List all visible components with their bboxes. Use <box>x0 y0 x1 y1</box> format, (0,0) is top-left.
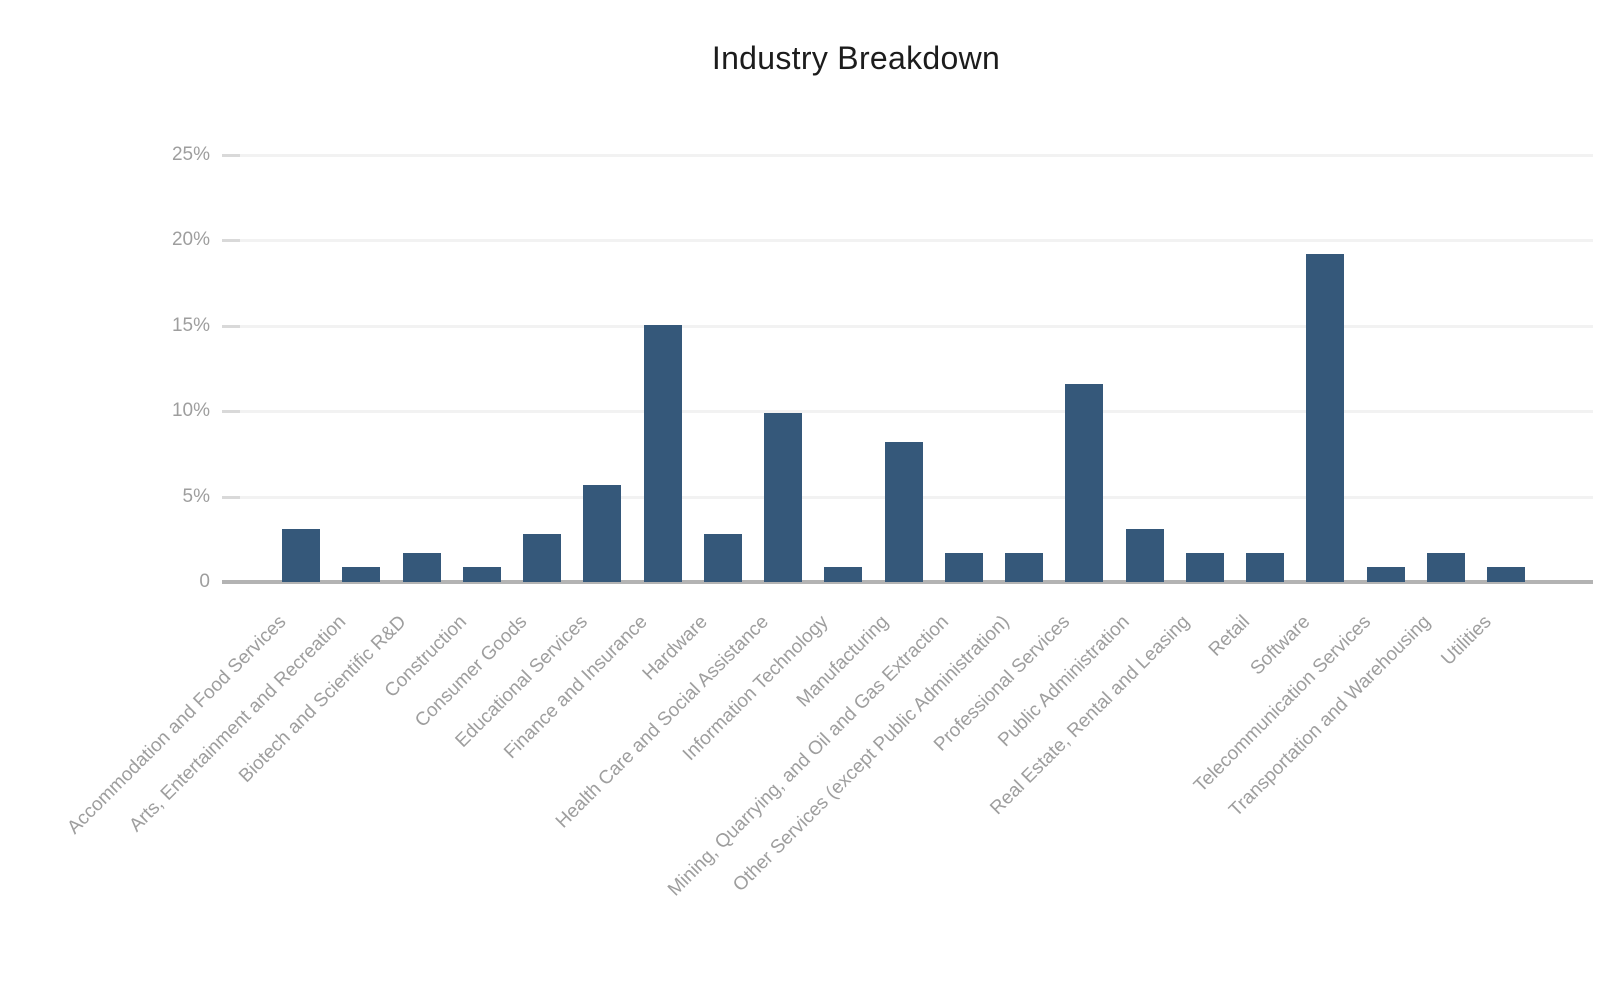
bar[interactable] <box>764 413 802 582</box>
bar[interactable] <box>1246 553 1284 582</box>
x-axis-label: Retail <box>1205 611 1255 661</box>
bar[interactable] <box>462 567 501 582</box>
bar[interactable] <box>583 485 622 582</box>
bar[interactable] <box>342 567 381 582</box>
bar[interactable] <box>1426 553 1465 582</box>
y-axis-tick-mark <box>222 239 240 242</box>
y-axis-tick-label: 25% <box>171 143 210 165</box>
y-axis-tick-label: 0 <box>199 571 210 592</box>
bar[interactable] <box>884 442 923 582</box>
y-axis-tick-label: 15% <box>171 314 210 336</box>
y-axis-tick-mark <box>222 324 240 328</box>
x-axis-label: Mining, Quarrying, and Oil and Gas Extra… <box>664 611 954 901</box>
gridline <box>222 153 1593 157</box>
bar[interactable] <box>1005 553 1043 582</box>
bar[interactable] <box>1306 254 1345 582</box>
x-axis-label: Accommodation and Food Services <box>63 611 291 839</box>
x-axis-line <box>222 580 1593 584</box>
bar[interactable] <box>1366 567 1405 582</box>
y-axis-tick-mark <box>222 153 240 157</box>
gridline <box>222 239 1593 242</box>
gridline <box>222 410 1593 413</box>
y-axis-tick-mark <box>222 495 240 499</box>
x-axis-label: Utilities <box>1437 611 1496 670</box>
bar[interactable] <box>1125 529 1164 582</box>
chart-title: Industry Breakdown <box>711 40 1001 76</box>
bar[interactable] <box>282 529 320 582</box>
bar[interactable] <box>402 553 441 582</box>
x-axis-label: Other Services (except Public Administra… <box>728 611 1014 896</box>
y-axis-tick-label: 20% <box>171 229 210 250</box>
bar[interactable] <box>1185 553 1224 582</box>
bar[interactable] <box>643 325 682 582</box>
bar[interactable] <box>1065 384 1104 582</box>
gridline <box>222 324 1593 328</box>
x-axis-label: Consumer Goods <box>411 611 532 732</box>
bar[interactable] <box>824 567 863 582</box>
x-axis-label: Arts, Entertainment and Recreation <box>125 611 351 837</box>
bar[interactable] <box>703 534 742 582</box>
bar[interactable] <box>944 553 983 582</box>
y-axis-tick-label: 5% <box>182 485 210 507</box>
y-axis-tick-label: 10% <box>171 400 210 421</box>
bar[interactable] <box>523 534 561 582</box>
y-axis-tick-mark <box>222 410 240 413</box>
bar[interactable] <box>1487 567 1525 582</box>
